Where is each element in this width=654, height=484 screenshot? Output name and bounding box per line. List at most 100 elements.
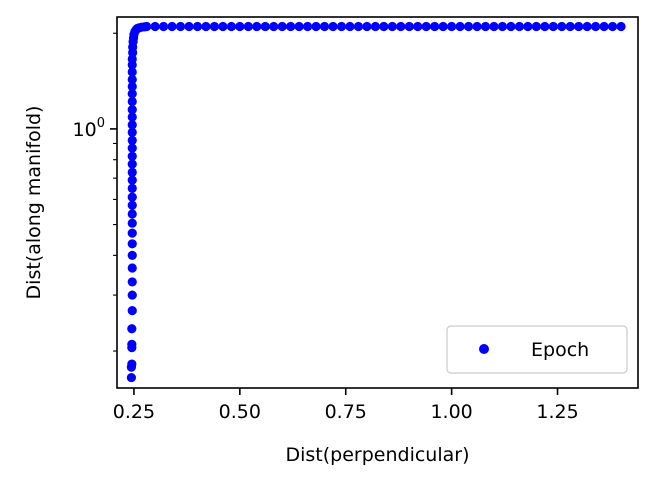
data-point (463, 21, 474, 32)
data-point (127, 218, 137, 228)
data-point (127, 250, 137, 260)
data-point (226, 21, 236, 32)
data-point (175, 21, 186, 32)
data-point (345, 21, 355, 32)
y-tick-label-major: 100 (73, 116, 105, 141)
data-point (489, 21, 499, 32)
data-point (127, 263, 137, 273)
data-point (582, 21, 592, 32)
data-point (127, 183, 137, 193)
data-point (413, 21, 423, 32)
data-point (252, 21, 262, 32)
data-point (497, 21, 508, 32)
data-point (127, 143, 137, 153)
data-point (127, 290, 137, 300)
data-point (447, 21, 457, 32)
data-point (127, 120, 137, 130)
data-point (574, 21, 584, 32)
data-point (506, 21, 516, 32)
data-point (127, 54, 137, 64)
data-point (370, 21, 380, 32)
data-point (523, 21, 533, 32)
data-point (531, 21, 541, 32)
data-point (235, 21, 245, 32)
x-tick-label: 1.25 (536, 401, 578, 423)
data-point (127, 175, 137, 185)
data-point (127, 127, 137, 138)
y-tick-label-base: 10 (73, 119, 97, 141)
data-point (127, 89, 137, 99)
data-point (150, 21, 160, 32)
data-point (269, 21, 279, 32)
data-point (591, 21, 601, 32)
data-point (127, 105, 137, 115)
x-tick-label: 0.75 (325, 401, 367, 423)
data-point (557, 21, 567, 32)
data-point (455, 21, 465, 32)
data-point (192, 21, 203, 32)
data-point (616, 21, 626, 32)
data-point (127, 277, 137, 287)
data-point (127, 200, 137, 210)
data-point (286, 21, 296, 32)
data-point (328, 21, 338, 32)
data-point (127, 167, 137, 177)
data-point (430, 21, 440, 32)
data-point (243, 21, 253, 32)
x-tick-label: 1.00 (430, 401, 472, 423)
data-point (404, 21, 414, 32)
data-point (294, 21, 304, 32)
x-tick-label: 0.50 (219, 401, 261, 423)
data-point (127, 306, 137, 316)
plot-frame (116, 16, 639, 389)
data-point (303, 21, 313, 32)
data-point (396, 21, 406, 32)
data-point (540, 21, 550, 32)
legend: Epoch (446, 325, 628, 374)
data-point (472, 21, 482, 32)
data-point (277, 21, 287, 32)
data-point (209, 21, 220, 32)
data-point (126, 372, 136, 383)
data-point (127, 324, 137, 334)
legend-label-epoch: Epoch (531, 339, 589, 361)
data-point (142, 21, 152, 32)
data-point (127, 151, 137, 161)
data-point (260, 21, 270, 32)
data-point (127, 112, 137, 122)
data-point (421, 21, 431, 32)
data-point (127, 339, 137, 349)
y-axis-label: Dist(along manifold) (23, 106, 45, 300)
legend-marker-epoch (479, 344, 489, 354)
x-axis-label: Dist(perpendicular) (286, 444, 470, 466)
data-point (127, 81, 137, 92)
data-point (548, 21, 558, 32)
y-axis-ticks (110, 32, 117, 352)
data-point (127, 159, 137, 169)
data-point (158, 21, 169, 32)
data-point (319, 21, 330, 32)
data-point (127, 228, 137, 238)
data-point (565, 21, 575, 32)
data-point (127, 96, 137, 107)
data-point (362, 21, 372, 32)
x-axis-ticks: 0.25 0.50 0.75 1.00 1.25 (113, 388, 579, 423)
legend-box (446, 325, 628, 374)
data-point (438, 21, 448, 32)
data-point (353, 21, 364, 32)
data-point (387, 21, 397, 32)
data-point (311, 21, 321, 32)
data-point (379, 21, 389, 32)
data-point (599, 21, 609, 32)
x-tick-label: 0.25 (113, 401, 155, 423)
data-point (607, 21, 618, 32)
data-point (127, 192, 137, 202)
data-point (167, 21, 177, 32)
data-point (127, 209, 137, 219)
data-point (514, 21, 525, 32)
data-point (127, 135, 137, 146)
data-point (201, 21, 211, 32)
data-point (480, 21, 491, 32)
data-point (127, 359, 137, 369)
